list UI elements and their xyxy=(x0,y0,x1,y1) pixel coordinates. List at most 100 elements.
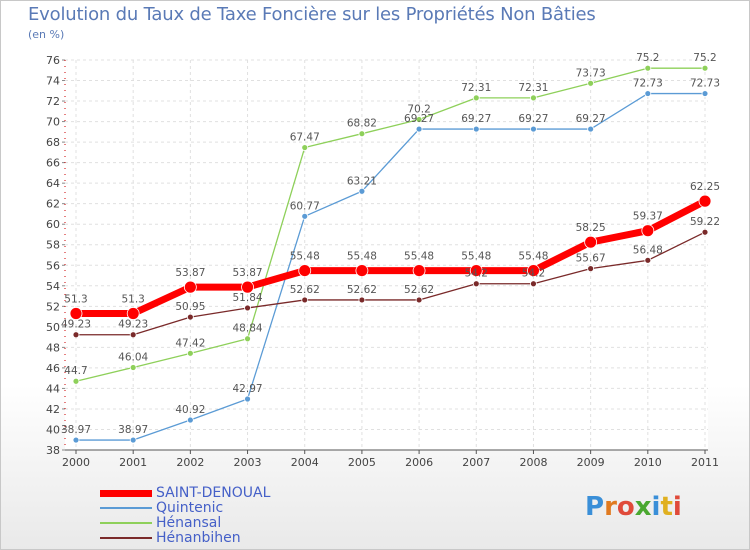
x-tick-label: 2002 xyxy=(176,456,204,469)
y-tick-label: 42 xyxy=(46,403,60,416)
data-point-henansal xyxy=(530,94,537,102)
data-point-henansal xyxy=(415,116,423,123)
logo-letter: P xyxy=(585,492,605,522)
data-label-henanbihen: 52.62 xyxy=(404,284,434,296)
y-tick-label: 52 xyxy=(46,300,60,313)
legend-swatch-saint-denoual xyxy=(100,489,152,497)
data-label-saint-denoual: 55.48 xyxy=(461,251,491,263)
data-label-henansal: 47.42 xyxy=(175,337,205,349)
data-label-quintenic: 69.27 xyxy=(404,113,434,125)
plot-area xyxy=(65,60,708,450)
data-label-saint-denoual: 51.3 xyxy=(64,294,87,306)
data-label-henanbihen: 51.84 xyxy=(233,292,263,304)
data-label-quintenic: 69.27 xyxy=(461,113,491,125)
data-point-henanbihen xyxy=(244,304,251,312)
series-line-henansal xyxy=(75,67,705,382)
x-tick-label: 2008 xyxy=(519,456,547,469)
y-axis-unit-label: (en %) xyxy=(28,28,65,41)
data-point-henanbihen xyxy=(72,331,80,339)
legend-label-henanbihen: Hénanbihen xyxy=(156,530,241,546)
data-label-saint-denoual: 59.37 xyxy=(633,211,663,223)
data-point-quintenic xyxy=(415,125,423,133)
data-label-quintenic: 38.97 xyxy=(61,424,91,436)
data-label-henanbihen: 54.2 xyxy=(522,268,545,280)
legend-label-saint-denoual: SAINT-DENOUAL xyxy=(156,485,271,501)
data-point-henanbihen xyxy=(186,313,194,321)
data-label-saint-denoual: 55.48 xyxy=(404,251,434,263)
data-label-quintenic: 63.21 xyxy=(347,175,377,187)
data-label-saint-denoual: 51.3 xyxy=(121,294,144,306)
data-point-saint-denoual xyxy=(698,194,712,208)
data-point-quintenic xyxy=(472,125,480,133)
data-point-henansal xyxy=(472,94,480,102)
data-point-henansal xyxy=(244,335,251,343)
data-label-quintenic: 42.97 xyxy=(233,383,263,395)
data-point-henansal xyxy=(72,377,80,385)
data-label-saint-denoual: 53.87 xyxy=(175,267,205,279)
y-tick-label: 58 xyxy=(46,239,60,252)
legend-swatch-quintenic xyxy=(100,507,152,509)
data-point-henansal xyxy=(186,349,194,357)
series-line-quintenic xyxy=(76,92,705,441)
x-tick-label: 2000 xyxy=(62,456,90,469)
data-point-saint-denoual xyxy=(641,224,655,238)
x-tick-label: 2011 xyxy=(691,456,719,469)
data-label-saint-denoual: 55.48 xyxy=(518,251,548,263)
data-point-henanbihen xyxy=(530,280,537,288)
data-label-saint-denoual: 53.87 xyxy=(233,267,263,279)
data-label-saint-denoual: 55.48 xyxy=(290,251,320,263)
data-point-saint-denoual xyxy=(241,280,254,294)
legend-item-quintenic: Quintenic xyxy=(100,500,223,516)
data-point-saint-denoual xyxy=(584,235,598,249)
data-label-henansal: 46.04 xyxy=(118,351,148,363)
data-point-quintenic xyxy=(644,90,652,97)
data-point-quintenic xyxy=(129,436,137,444)
data-point-saint-denoual xyxy=(527,264,540,278)
data-point-henanbihen xyxy=(358,296,366,304)
data-label-henansal: 73.73 xyxy=(576,67,606,79)
data-point-henanbihen xyxy=(644,256,652,264)
x-tick-label: 2004 xyxy=(291,456,319,469)
data-label-henanbihen: 50.95 xyxy=(175,301,205,313)
y-tick-label: 40 xyxy=(46,423,60,436)
data-label-quintenic: 72.73 xyxy=(633,78,663,90)
data-point-quintenic xyxy=(587,125,595,133)
y-tick-label: 74 xyxy=(46,75,60,88)
series-line-henanbihen xyxy=(76,231,706,336)
data-label-henanbihen: 52.62 xyxy=(290,284,320,296)
proxiti-logo: Proxiti xyxy=(585,492,682,522)
data-label-henansal: 72.31 xyxy=(518,82,548,94)
y-tick-label: 48 xyxy=(46,341,60,354)
logo-letter: r xyxy=(604,492,617,522)
data-label-henanbihen: 56.48 xyxy=(633,244,663,256)
data-label-henanbihen: 49.23 xyxy=(118,319,148,331)
data-label-henansal: 68.82 xyxy=(347,118,377,130)
data-point-henanbihen xyxy=(301,296,309,304)
data-label-quintenic: 38.97 xyxy=(118,424,148,436)
x-tick-label: 2005 xyxy=(348,456,376,469)
data-label-henansal: 75.2 xyxy=(636,52,659,64)
data-label-henansal: 44.7 xyxy=(64,365,87,377)
logo-letter: x xyxy=(634,492,652,522)
y-tick-label: 50 xyxy=(46,321,60,334)
legend-swatch-henanbihen xyxy=(100,537,152,539)
x-tick-label: 2003 xyxy=(234,456,262,469)
x-tick-label: 2007 xyxy=(462,456,490,469)
data-point-henansal xyxy=(301,144,309,151)
data-point-quintenic xyxy=(358,187,366,195)
data-point-henansal xyxy=(587,79,595,87)
data-point-henansal xyxy=(644,64,652,72)
data-point-henanbihen xyxy=(415,296,423,304)
legend-item-henansal: Hénansal xyxy=(100,515,221,531)
data-point-quintenic xyxy=(301,212,309,220)
y-tick-label: 66 xyxy=(46,157,60,170)
data-label-quintenic: 69.27 xyxy=(518,113,548,125)
data-label-henansal: 67.47 xyxy=(290,132,320,144)
x-tick-label: 2010 xyxy=(634,456,662,469)
data-point-henanbihen xyxy=(472,280,480,288)
logo-letter: i xyxy=(672,492,682,522)
data-label-quintenic: 69.27 xyxy=(576,113,606,125)
data-point-henansal xyxy=(701,64,709,72)
data-label-saint-denoual: 62.25 xyxy=(690,181,720,193)
y-tick-label: 76 xyxy=(46,54,60,67)
